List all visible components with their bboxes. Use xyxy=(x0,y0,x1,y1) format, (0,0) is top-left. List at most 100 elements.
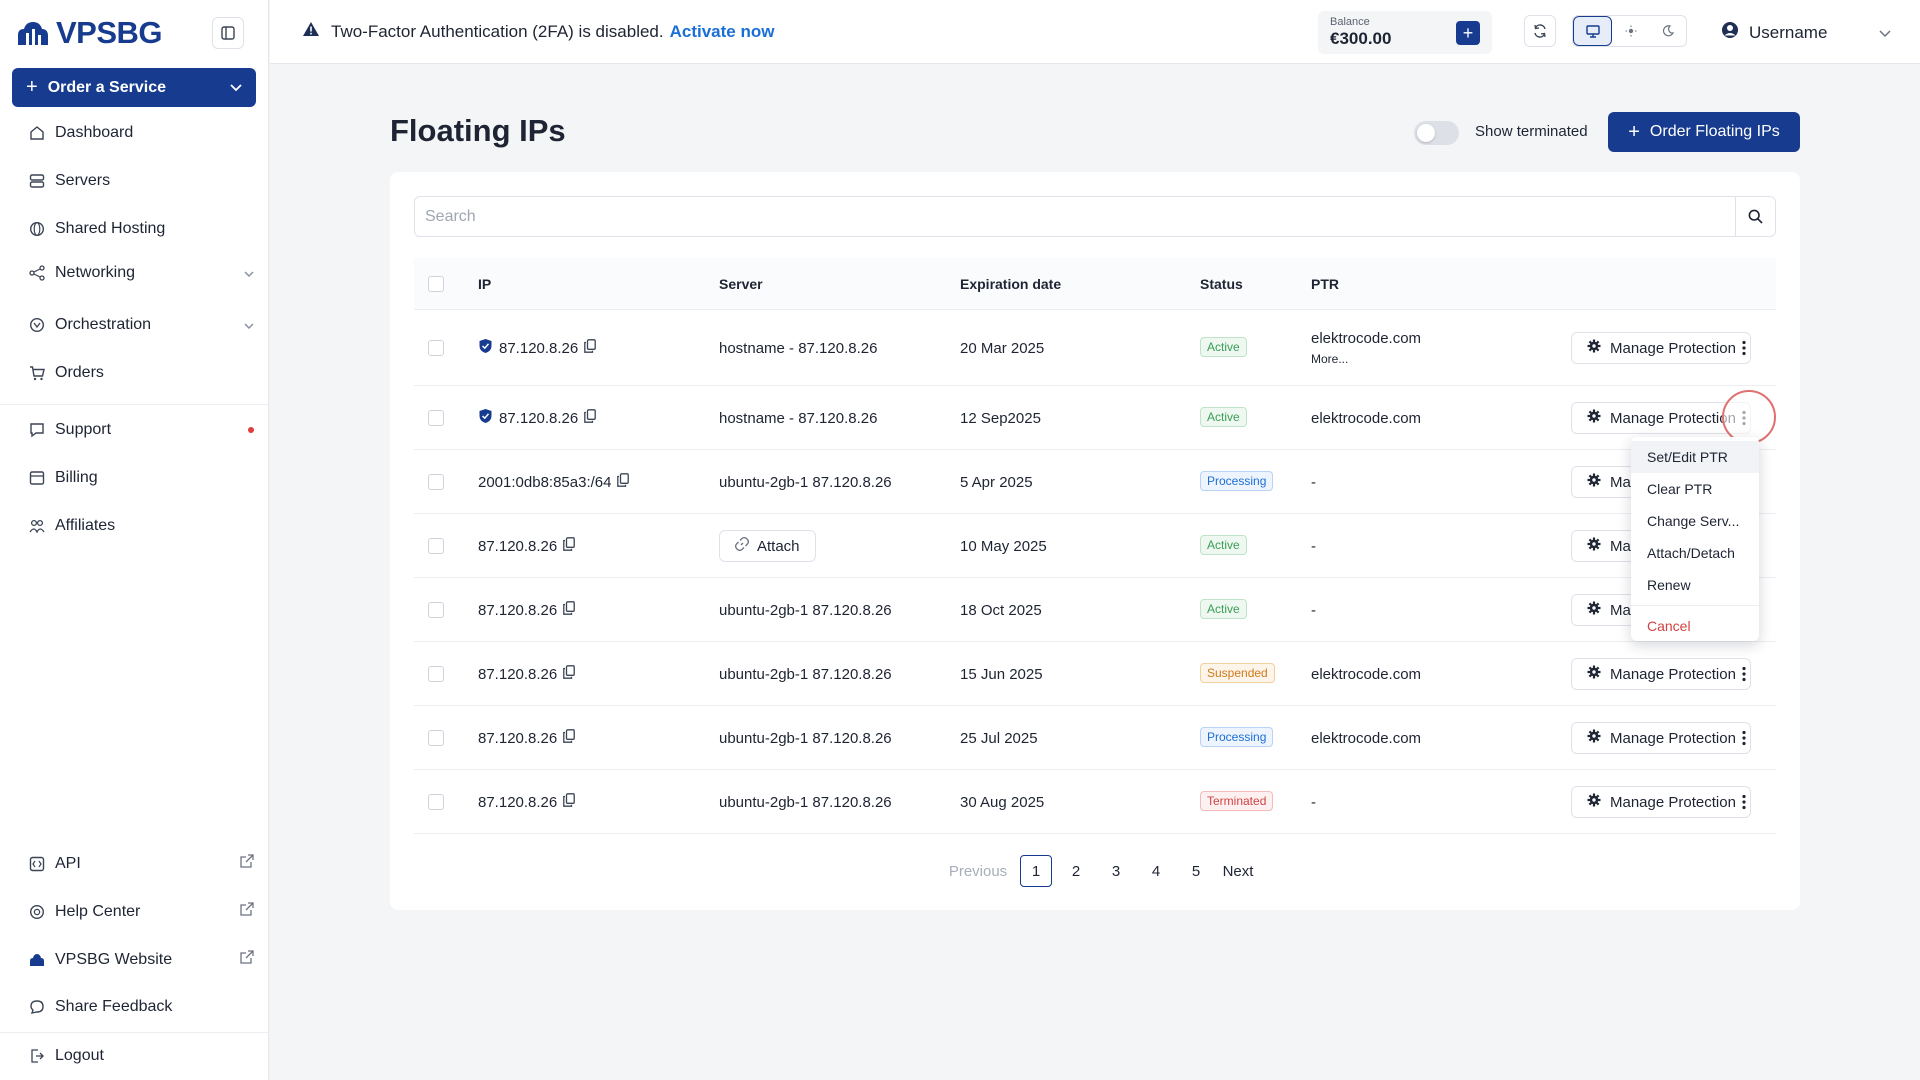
gear-icon xyxy=(1587,729,1601,747)
brand-name: VPSBG xyxy=(56,15,163,50)
manage-protection-button[interactable]: Manage Protection xyxy=(1571,786,1751,818)
ip-address: 87.120.8.26 xyxy=(499,339,579,357)
pagination-previous[interactable]: Previous xyxy=(948,862,1008,880)
menu-item-change-server[interactable]: Change Serv... xyxy=(1647,513,1740,529)
expiration-date: 25 Jul 2025 xyxy=(960,729,1038,747)
user-menu[interactable]: Username xyxy=(1721,21,1891,44)
theme-light-button[interactable] xyxy=(1612,16,1649,46)
ip-address: 87.120.8.26 xyxy=(478,729,558,747)
row-checkbox[interactable] xyxy=(428,602,444,618)
row-checkbox[interactable] xyxy=(428,538,444,554)
menu-item-renew[interactable]: Renew xyxy=(1647,577,1691,593)
server-link[interactable]: ubuntu-2gb-1 87.120.8.26 xyxy=(719,729,892,747)
attach-label: Attach xyxy=(757,537,800,555)
menu-item-set-edit-ptr[interactable]: Set/Edit PTR xyxy=(1631,441,1759,473)
ptr-more-link[interactable]: More... xyxy=(1311,352,1349,366)
home-icon xyxy=(28,124,46,142)
sidebar-item-support[interactable]: Support xyxy=(28,421,254,439)
server-link[interactable]: ubuntu-2gb-1 87.120.8.26 xyxy=(719,601,892,619)
copy-icon[interactable] xyxy=(563,601,576,619)
refresh-button[interactable] xyxy=(1524,15,1556,47)
row-checkbox[interactable] xyxy=(428,340,444,356)
search-input[interactable] xyxy=(415,197,1735,236)
select-all-checkbox[interactable] xyxy=(428,276,444,292)
menu-item-clear-ptr[interactable]: Clear PTR xyxy=(1647,481,1713,497)
sidebar-item-orchestration[interactable]: Orchestration xyxy=(28,316,254,334)
status-badge: Active xyxy=(1200,599,1247,619)
search-button[interactable] xyxy=(1735,197,1775,236)
expiration-date: 30 Aug 2025 xyxy=(960,793,1045,811)
more-actions-kebab-icon[interactable] xyxy=(1736,726,1752,750)
ptr-record: elektrocode.com xyxy=(1311,329,1422,347)
attach-button[interactable]: Attach xyxy=(719,530,816,562)
row-checkbox[interactable] xyxy=(428,794,444,810)
column-header-ptr[interactable]: PTR xyxy=(1311,276,1339,292)
show-terminated-toggle[interactable] xyxy=(1414,121,1459,145)
theme-dark-button[interactable] xyxy=(1649,16,1686,46)
column-header-server[interactable]: Server xyxy=(719,276,763,292)
ip-address: 2001:0db8:85a3:/64 xyxy=(478,473,612,491)
sidebar-item-orders[interactable]: Orders xyxy=(28,364,254,382)
copy-icon[interactable] xyxy=(563,729,576,747)
menu-item-cancel[interactable]: Cancel xyxy=(1647,618,1691,634)
chevron-down-icon xyxy=(244,264,254,282)
username: Username xyxy=(1749,22,1828,42)
sidebar-item-affiliates[interactable]: Affiliates xyxy=(28,517,254,535)
manage-protection-button[interactable]: Manage Protection xyxy=(1571,722,1751,754)
row-checkbox[interactable] xyxy=(428,730,444,746)
sidebar-item-networking[interactable]: Networking xyxy=(28,264,254,282)
theme-system-button[interactable] xyxy=(1573,16,1612,46)
server-link[interactable]: hostname - 87.120.8.26 xyxy=(719,339,878,357)
sidebar-item-dashboard[interactable]: Dashboard xyxy=(28,124,254,142)
sidebar-item-billing[interactable]: Billing xyxy=(28,469,254,487)
brand-logo[interactable]: VPSBG xyxy=(14,15,163,51)
sidebar-item-vpsbg-website[interactable]: VPSBG Website xyxy=(28,950,254,969)
manage-protection-button[interactable]: Manage Protection xyxy=(1571,332,1751,364)
sidebar-item-help-center[interactable]: Help Center xyxy=(28,902,254,921)
order-service-button[interactable]: + Order a Service xyxy=(12,68,256,107)
copy-icon[interactable] xyxy=(617,473,630,491)
sidebar-item-servers[interactable]: Servers xyxy=(28,172,254,190)
more-actions-kebab-icon[interactable] xyxy=(1736,336,1752,360)
copy-icon[interactable] xyxy=(563,537,576,555)
order-floating-ips-button[interactable]: + Order Floating IPs xyxy=(1608,112,1800,152)
menu-item-attach-detach[interactable]: Attach/Detach xyxy=(1647,545,1735,561)
pagination-page-1[interactable]: 1 xyxy=(1020,855,1052,887)
sidebar-item-shared-hosting[interactable]: Shared Hosting xyxy=(28,220,254,238)
manage-protection-button[interactable]: Manage Protection xyxy=(1571,658,1751,690)
sidebar-item-logout[interactable]: Logout xyxy=(28,1047,254,1065)
ptr-record: - xyxy=(1311,537,1316,555)
copy-icon[interactable] xyxy=(563,793,576,811)
add-funds-button[interactable]: + xyxy=(1456,21,1480,45)
row-checkbox[interactable] xyxy=(428,666,444,682)
server-link[interactable]: ubuntu-2gb-1 87.120.8.26 xyxy=(719,665,892,683)
sidebar-item-api[interactable]: API xyxy=(28,854,254,873)
pagination-page-3[interactable]: 3 xyxy=(1111,862,1121,880)
copy-icon[interactable] xyxy=(584,339,597,357)
globe-icon xyxy=(28,220,46,238)
collapse-sidebar-button[interactable] xyxy=(212,17,244,49)
pagination-page-5[interactable]: 5 xyxy=(1191,862,1201,880)
pagination-page-4[interactable]: 4 xyxy=(1151,862,1161,880)
sidebar-item-label: Dashboard xyxy=(55,124,134,141)
server-link[interactable]: ubuntu-2gb-1 87.120.8.26 xyxy=(719,473,892,491)
row-checkbox[interactable] xyxy=(428,410,444,426)
server-link[interactable]: ubuntu-2gb-1 87.120.8.26 xyxy=(719,793,892,811)
pagination-page-2[interactable]: 2 xyxy=(1071,862,1081,880)
column-header-ip[interactable]: IP xyxy=(478,276,492,292)
column-header-status[interactable]: Status xyxy=(1200,276,1243,292)
copy-icon[interactable] xyxy=(584,409,597,427)
activate-2fa-link[interactable]: Activate now xyxy=(669,21,775,41)
table-row: 87.120.8.26 ubuntu-2gb-1 87.120.8.26 18 Oc… xyxy=(414,578,1776,642)
server-link[interactable]: hostname - 87.120.8.26 xyxy=(719,409,878,427)
pagination-next[interactable]: Next xyxy=(1222,862,1254,880)
copy-icon[interactable] xyxy=(563,665,576,683)
table-row: 87.120.8.26 hostname - 87.120.8.26 12 Sep2… xyxy=(414,386,1776,450)
manage-protection-button[interactable]: Manage Protection xyxy=(1571,402,1751,434)
row-checkbox[interactable] xyxy=(428,474,444,490)
sidebar-item-share-feedback[interactable]: Share Feedback xyxy=(28,998,254,1016)
column-header-expiration[interactable]: Expiration date xyxy=(960,276,1062,292)
more-actions-kebab-icon[interactable] xyxy=(1736,662,1752,686)
more-actions-kebab-icon[interactable] xyxy=(1736,790,1752,814)
ip-address: 87.120.8.26 xyxy=(478,793,558,811)
